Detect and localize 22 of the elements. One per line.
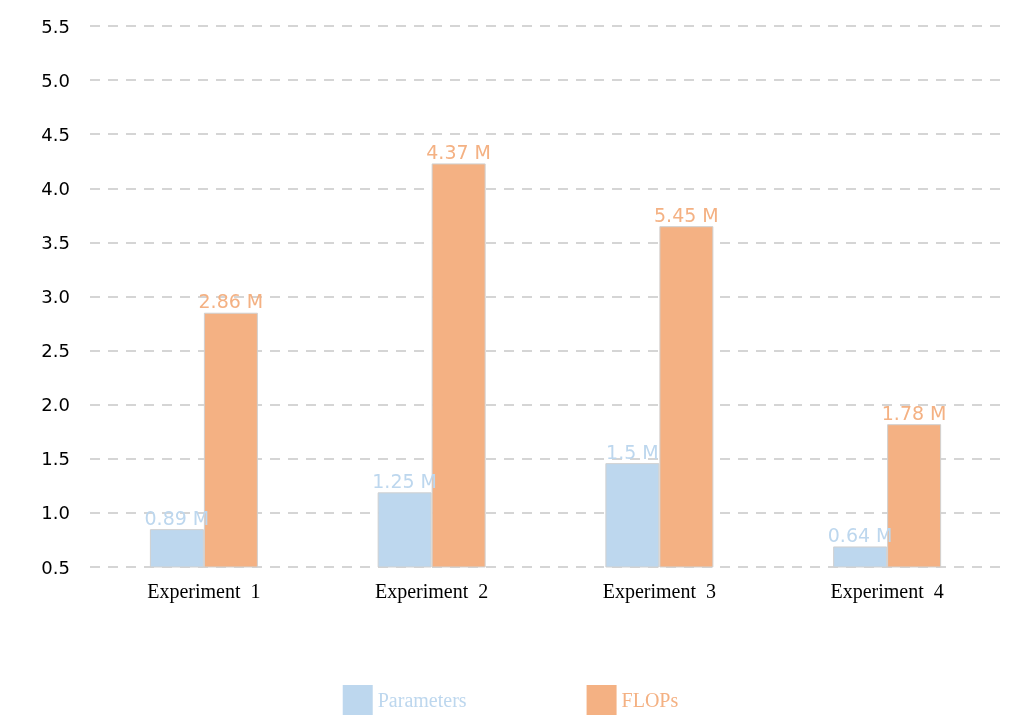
- annotation: 2.86 M: [198, 290, 264, 313]
- y-tick-label: 1.0: [41, 502, 70, 524]
- y-tick-label: 0.5: [41, 556, 70, 578]
- annotation: 5.45 M: [654, 203, 719, 226]
- x-tick-label: Experiment 4: [830, 580, 944, 603]
- x-tick-label: Experiment 1: [147, 580, 261, 603]
- annotation: 1.5 M: [606, 440, 659, 463]
- y-tick-label: 4.5: [41, 123, 70, 145]
- y-tick-label: 5.5: [41, 15, 70, 37]
- y-tick-label: 4.0: [41, 177, 70, 199]
- y-tick-label: 5.0: [41, 69, 70, 91]
- annotation: 1.78 M: [881, 401, 947, 424]
- y-tick-label: 2.0: [41, 394, 70, 416]
- y-tick-label: 2.5: [41, 340, 70, 362]
- legend-label: Parameters: [377, 689, 467, 711]
- x-tick-label: Experiment 3: [602, 580, 717, 603]
- legend-label: FLOPs: [621, 689, 679, 711]
- annotation: 4.37 M: [426, 140, 491, 163]
- y-tick-label: 1.5: [41, 448, 70, 470]
- x-tick-label: Experiment 2: [374, 580, 489, 603]
- y-tick-label: 3.5: [41, 231, 70, 253]
- y-tick-label: 3.0: [41, 286, 70, 307]
